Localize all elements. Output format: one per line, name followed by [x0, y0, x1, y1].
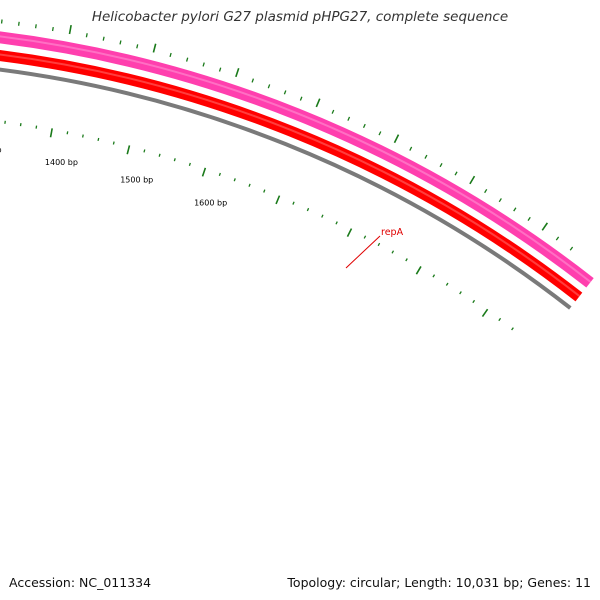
outer-tick	[378, 131, 382, 136]
outer-tick	[202, 62, 205, 67]
feature-annotation-group: repA	[345, 227, 404, 269]
outer-tick	[235, 68, 240, 78]
outer-tick	[469, 175, 476, 185]
outer-tick	[34, 24, 37, 29]
scale-label: 1500 bp	[120, 176, 153, 185]
inner-tick	[233, 178, 236, 182]
ring-group	[0, 31, 594, 310]
outer-tick	[185, 57, 189, 62]
inner-tick	[405, 258, 408, 262]
outer-tick	[283, 90, 287, 95]
inner-tick	[432, 274, 436, 278]
outer-tick	[102, 36, 105, 41]
outer-tick	[331, 109, 335, 114]
inner-tick	[173, 158, 176, 162]
inner-tick	[321, 214, 324, 218]
inner-tick	[97, 137, 100, 142]
outer-tick	[569, 246, 574, 251]
inner-tick	[81, 134, 84, 138]
outer-tick	[527, 216, 531, 221]
inner-tick	[445, 282, 449, 286]
scale-label: 1400 bp	[45, 158, 78, 167]
outer-tick	[555, 236, 560, 241]
inner-tick	[275, 195, 281, 205]
inner-tick	[391, 250, 395, 254]
scale-label: 1600 bp	[194, 199, 227, 208]
outer-tick	[424, 154, 428, 159]
inner-tick	[377, 242, 381, 247]
outer-tick	[347, 116, 351, 121]
inner-tick	[263, 189, 266, 193]
outer-tick	[498, 198, 502, 203]
inner-tick	[112, 141, 115, 145]
feature-leader-line	[345, 235, 381, 269]
inner-tick	[66, 131, 69, 135]
inner-tick	[248, 183, 251, 187]
outer-tick	[51, 26, 54, 32]
map-title: Helicobacter pylori G27 plasmid pHPG27, …	[91, 9, 509, 25]
inner-tick	[306, 207, 310, 212]
outer-tick	[541, 222, 549, 231]
inner-tick	[481, 308, 489, 318]
outer-tick	[315, 98, 321, 108]
feature-label-repa: repA	[381, 227, 404, 238]
inner-tick	[188, 162, 191, 167]
outer-tick	[136, 44, 139, 49]
inner-tick	[511, 327, 514, 331]
inner-tick	[126, 145, 131, 155]
outer-tick	[218, 67, 222, 72]
outer-tick	[362, 123, 366, 129]
outer-tick	[68, 24, 72, 35]
inner-tick	[218, 172, 221, 177]
backbone-ring	[0, 67, 572, 310]
inner-tick	[472, 299, 476, 304]
outer-tick	[267, 84, 271, 89]
outer-tick	[454, 171, 458, 176]
inner-tick	[158, 153, 161, 157]
outer-tick	[251, 78, 255, 83]
inner-ring-highlight	[0, 53, 581, 297]
outer-tick	[152, 43, 157, 53]
outer-tick	[17, 21, 20, 26]
tick-group	[0, 19, 574, 331]
outer-ring-highlight	[0, 35, 592, 283]
outer-tick	[484, 188, 488, 194]
inner-tick	[201, 167, 207, 177]
inner-tick	[49, 128, 53, 138]
outer-tick	[299, 96, 303, 101]
inner-tick	[292, 201, 295, 205]
summary-text: Topology: circular; Length: 10,031 bp; G…	[287, 575, 591, 590]
outer-tick	[393, 134, 400, 144]
inner-tick	[363, 235, 367, 239]
outer-tick	[169, 52, 172, 58]
inner-feature-ring	[0, 50, 583, 302]
inner-tick	[335, 221, 338, 225]
inner-tick	[143, 149, 146, 153]
inner-tick	[415, 266, 422, 275]
outer-tick	[439, 162, 443, 168]
outer-feature-ring	[0, 31, 594, 288]
outer-tick	[85, 33, 88, 38]
outer-tick	[119, 40, 122, 45]
inner-tick	[459, 291, 462, 295]
inner-tick	[498, 317, 502, 322]
inner-tick	[346, 228, 353, 237]
accession-text: Accession: NC_011334	[9, 575, 152, 590]
scale-label: 1300 bp	[0, 146, 2, 155]
outer-tick	[409, 146, 413, 151]
scale-label-group: 800 bp900 bp1000 bp1100 bp1200 bp1300 bp…	[0, 146, 227, 208]
outer-tick	[513, 207, 517, 212]
